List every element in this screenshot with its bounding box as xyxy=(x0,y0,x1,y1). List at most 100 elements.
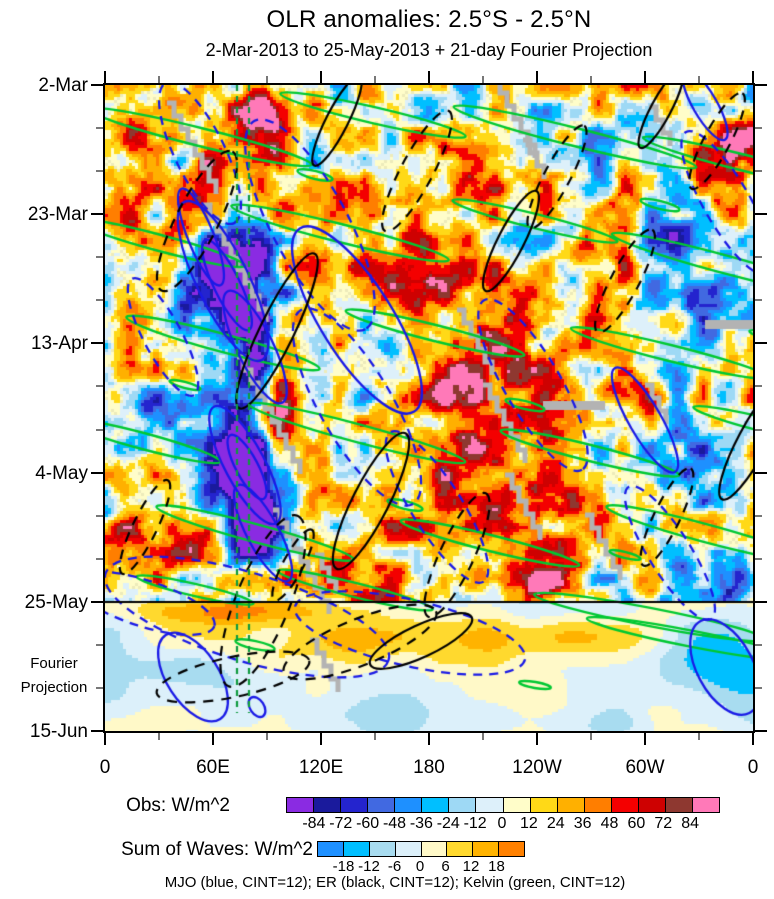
x-axis-tick-label: 180 xyxy=(413,757,445,778)
colorbar-tick-label: -36 xyxy=(409,815,433,832)
y-axis-major-tick xyxy=(91,213,103,216)
obs-colorbar-label: Obs: W/m^2 xyxy=(126,795,230,816)
colorbar-tick-label: -6 xyxy=(387,858,402,875)
y-axis-minor-tick xyxy=(96,428,103,431)
colorbar-tick-label: -18 xyxy=(332,858,355,875)
hovmoller-field-canvas xyxy=(105,85,753,731)
x-axis-major-tick xyxy=(536,733,538,745)
y-axis-minor-tick-right xyxy=(755,428,762,431)
hovmoller-plot-area xyxy=(103,83,755,733)
colorbar-tick-label: 48 xyxy=(600,815,619,832)
colorbar-segment xyxy=(313,798,341,812)
y-axis-minor-tick xyxy=(96,385,103,388)
x-axis-tick-label: 60W xyxy=(625,757,665,778)
y-axis-tick-label: 13-Apr xyxy=(30,333,88,355)
colorbar-tick-label: 0 xyxy=(497,815,507,832)
y-axis-minor-tick-right xyxy=(755,385,762,388)
x-axis-minor-tick-top xyxy=(698,76,700,83)
x-axis-minor-tick-top xyxy=(482,76,484,83)
fourier-projection-annotation-line1: Fourier xyxy=(30,655,78,672)
x-axis-tick-label: 120W xyxy=(512,757,562,778)
x-axis-major-tick-top xyxy=(320,71,322,83)
y-axis-minor-tick-right xyxy=(755,256,762,259)
y-axis-major-tick xyxy=(91,84,103,86)
x-axis-major-tick xyxy=(644,733,646,745)
waves-colorbar xyxy=(317,841,525,857)
colorbar-tick-label: -84 xyxy=(302,815,326,832)
colorbar-segment xyxy=(691,798,719,812)
x-axis-tick-label: 60E xyxy=(196,757,230,778)
y-axis-minor-tick xyxy=(96,686,103,689)
colorbar-segment xyxy=(342,842,369,856)
y-axis-minor-tick-right xyxy=(755,127,762,130)
colorbar-segment xyxy=(287,798,314,812)
x-axis-tick-label: 120E xyxy=(298,757,344,778)
x-axis-major-tick xyxy=(428,733,430,745)
y-axis-major-tick-right xyxy=(755,471,767,474)
contour-legend-note: MJO (blue, CINT=12); ER (black, CINT=12)… xyxy=(164,874,626,891)
colorbar-tick-label: 36 xyxy=(573,815,592,832)
page-title: OLR anomalies: 2.5°S - 2.5°N xyxy=(266,6,592,33)
y-axis-major-tick-right xyxy=(755,730,767,732)
y-axis-minor-tick xyxy=(96,557,103,560)
x-axis-minor-tick xyxy=(590,733,592,740)
x-axis-major-tick xyxy=(752,733,754,745)
y-axis-minor-tick xyxy=(96,514,103,517)
colorbar-tick-label: 24 xyxy=(546,815,565,832)
colorbar-segment xyxy=(318,842,343,856)
y-axis-major-tick-right xyxy=(755,342,767,345)
y-axis-tick-label: 23-Mar xyxy=(27,204,88,226)
fourier-projection-annotation-line2: Projection xyxy=(20,679,88,696)
colorbar-segment xyxy=(475,798,503,812)
x-axis-minor-tick xyxy=(374,733,376,740)
y-axis-major-tick-right xyxy=(755,600,767,603)
colorbar-segment xyxy=(367,798,395,812)
y-axis-tick-label: 25-May xyxy=(24,591,88,613)
colorbar-segment xyxy=(421,798,449,812)
x-axis-major-tick-top xyxy=(104,71,106,83)
x-axis-major-tick-top xyxy=(752,71,754,83)
colorbar-tick-label: -60 xyxy=(356,815,380,832)
x-axis-major-tick-top xyxy=(212,71,214,83)
x-axis-tick-label: 0 xyxy=(747,757,759,778)
waves-colorbar-label: Sum of Waves: W/m^2 xyxy=(121,839,313,860)
y-axis-minor-tick xyxy=(96,170,103,173)
y-axis-minor-tick xyxy=(96,643,103,646)
colorbar-tick-label: 12 xyxy=(462,858,480,875)
x-axis-minor-tick-top xyxy=(266,76,268,83)
colorbar-segment xyxy=(637,798,665,812)
colorbar-segment xyxy=(472,842,499,856)
colorbar-segment xyxy=(610,798,638,812)
x-axis-major-tick xyxy=(320,733,322,745)
y-axis-tick-label: 15-Jun xyxy=(29,721,88,742)
colorbar-tick-label: -72 xyxy=(329,815,353,832)
colorbar-segment xyxy=(583,798,611,812)
colorbar-segment xyxy=(340,798,368,812)
y-axis-major-tick-right xyxy=(755,84,767,86)
x-axis-major-tick-top xyxy=(428,71,430,83)
x-axis-major-tick xyxy=(104,733,106,745)
colorbar-tick-label: -12 xyxy=(358,858,380,875)
colorbar-tick-label: 72 xyxy=(654,815,673,832)
colorbar-segment xyxy=(394,798,422,812)
x-axis-tick-label: 0 xyxy=(99,757,111,778)
y-axis-minor-tick xyxy=(96,256,103,259)
colorbar-segment xyxy=(368,842,395,856)
y-axis-minor-tick-right xyxy=(755,643,762,646)
y-axis-major-tick xyxy=(91,342,103,345)
y-axis-minor-tick xyxy=(96,299,103,302)
colorbar-segment xyxy=(420,842,447,856)
y-axis-major-tick xyxy=(91,730,103,732)
y-axis-minor-tick-right xyxy=(755,170,762,173)
colorbar-segment xyxy=(448,798,476,812)
x-axis-minor-tick xyxy=(266,733,268,740)
x-axis-major-tick-top xyxy=(644,71,646,83)
y-axis-major-tick xyxy=(91,600,103,603)
colorbar-segment xyxy=(556,798,584,812)
colorbar-tick-label: -48 xyxy=(382,815,407,832)
colorbar-tick-label: -24 xyxy=(436,815,460,832)
y-axis-minor-tick xyxy=(96,127,103,130)
page-subtitle: 2-Mar-2013 to 25-May-2013 + 21-day Fouri… xyxy=(205,40,653,60)
y-axis-major-tick-right xyxy=(755,213,767,216)
